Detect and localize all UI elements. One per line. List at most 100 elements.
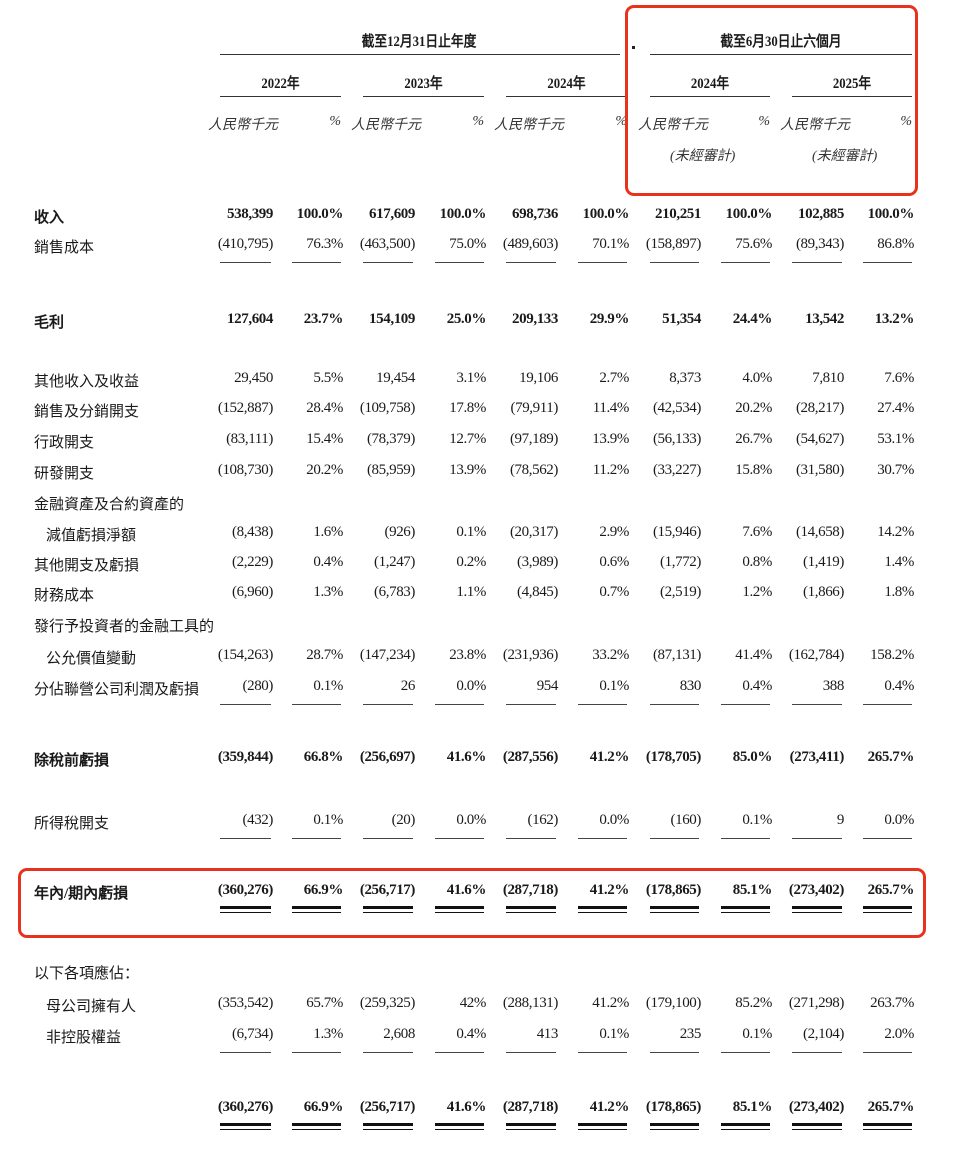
percent-cell: 42% <box>459 995 487 1011</box>
percent-cell: 13.9% <box>592 431 629 447</box>
amount-cell: (1,247) <box>374 554 415 570</box>
amount-cell: (14,658) <box>795 524 844 540</box>
amount-cell: (410,795) <box>217 236 274 252</box>
amount-cell: (2,229) <box>232 554 273 570</box>
double-underline <box>863 1123 912 1130</box>
percent-cell: 70.1% <box>592 236 629 252</box>
unit-amount: 人民幣千元 <box>208 118 278 133</box>
amount-cell: (89,343) <box>795 236 844 252</box>
amount-cell: (54,627) <box>795 431 844 447</box>
percent-cell: 11.4% <box>592 400 630 416</box>
unit-percent: % <box>900 114 912 129</box>
single-underline <box>578 704 627 705</box>
single-underline <box>578 838 627 839</box>
amount-cell: (178,865) <box>645 1099 702 1115</box>
percent-cell: 7.6% <box>884 370 914 386</box>
amount-cell: (6,734) <box>232 1026 273 1042</box>
percent-cell: 265.7% <box>867 882 915 898</box>
unit-percent: % <box>329 114 341 129</box>
amount-cell: 9 <box>836 812 845 828</box>
amount-cell: 209,133 <box>512 311 558 327</box>
row-label: 財務成本 <box>34 588 95 604</box>
row-label: 發行予投資者的金融工具的 <box>34 619 215 635</box>
double-underline <box>863 906 912 913</box>
interim-group-rule <box>650 54 912 55</box>
percent-cell: 41.2% <box>589 749 630 765</box>
amount-cell: (56,133) <box>652 431 701 447</box>
percent-cell: 0.4% <box>884 678 914 694</box>
percent-cell: 66.8% <box>303 749 344 765</box>
double-underline <box>650 1123 699 1130</box>
single-underline <box>220 262 271 263</box>
single-underline <box>792 704 842 705</box>
amount-cell: (109,758) <box>359 400 416 416</box>
amount-cell: (1,866) <box>803 584 844 600</box>
year-rule <box>506 96 627 97</box>
unit-amount: 人民幣千元 <box>351 118 421 133</box>
unit-percent: % <box>758 114 770 129</box>
percent-cell: 85.1% <box>732 1099 773 1115</box>
percent-cell: 1.4% <box>884 554 914 570</box>
percent-cell: 265.7% <box>867 1099 915 1115</box>
amount-cell: 7,810 <box>812 370 844 386</box>
percent-cell: 53.1% <box>877 431 914 447</box>
amount-cell: 2,608 <box>383 1026 415 1042</box>
year-rule <box>363 96 484 97</box>
percent-cell: 41.6% <box>446 1099 487 1115</box>
amount-cell: 830 <box>679 678 702 694</box>
percent-cell: 85.0% <box>732 749 773 765</box>
year-header: 2024年 <box>547 76 586 92</box>
amount-cell: 698,736 <box>512 206 558 222</box>
double-underline <box>435 1123 484 1130</box>
percent-cell: 100.0% <box>296 206 344 222</box>
amount-cell: (160) <box>670 812 702 828</box>
single-underline <box>506 262 556 263</box>
percent-cell: 33.2% <box>592 647 629 663</box>
percent-cell: 3.1% <box>456 370 486 386</box>
double-underline <box>363 906 413 913</box>
annual-group-rule <box>220 54 620 55</box>
single-underline <box>435 838 484 839</box>
percent-cell: 0.1% <box>599 678 629 694</box>
row-label: 銷售及分銷開支 <box>34 404 140 420</box>
row-label: 其他開支及虧損 <box>34 558 140 574</box>
row-label: 年內/期內虧損 <box>34 886 129 902</box>
percent-cell: 0.0% <box>456 812 486 828</box>
amount-cell: (432) <box>242 812 274 828</box>
percent-cell: 28.7% <box>306 647 343 663</box>
percent-cell: 0.0% <box>884 812 914 828</box>
single-underline <box>792 1052 842 1053</box>
percent-cell: 28.4% <box>306 400 343 416</box>
amount-cell: 19,454 <box>376 370 415 386</box>
amount-cell: (178,705) <box>645 749 702 765</box>
single-underline <box>650 838 699 839</box>
single-underline <box>363 262 413 263</box>
double-underline <box>721 906 770 913</box>
percent-cell: 66.9% <box>303 1099 344 1115</box>
row-label: 減值虧損淨額 <box>46 528 137 544</box>
double-underline <box>721 1123 770 1130</box>
amount-cell: (280) <box>242 678 274 694</box>
row-label: 分佔聯營公司利潤及虧損 <box>34 682 200 698</box>
year-header: 2024年 <box>690 76 730 92</box>
amount-cell: (256,717) <box>359 1099 416 1115</box>
single-underline <box>506 838 556 839</box>
amount-cell: (87,131) <box>652 647 701 663</box>
percent-cell: 26.7% <box>735 431 772 447</box>
amount-cell: (15,946) <box>652 524 701 540</box>
percent-cell: 0.1% <box>742 812 772 828</box>
amount-cell: 617,609 <box>369 206 415 222</box>
amount-cell: 413 <box>536 1026 559 1042</box>
single-underline <box>721 704 770 705</box>
row-label: 母公司擁有人 <box>46 999 137 1015</box>
amount-cell: (288,131) <box>502 995 559 1011</box>
percent-cell: 100.0% <box>725 206 773 222</box>
amount-cell: (256,697) <box>359 749 416 765</box>
single-underline <box>220 1052 271 1053</box>
amount-cell: (78,379) <box>366 431 415 447</box>
amount-cell: (273,402) <box>788 882 845 898</box>
percent-cell: 25.0% <box>446 311 487 327</box>
percent-cell: 85.2% <box>735 995 772 1011</box>
percent-cell: 0.4% <box>313 554 343 570</box>
amount-cell: (179,100) <box>645 995 702 1011</box>
